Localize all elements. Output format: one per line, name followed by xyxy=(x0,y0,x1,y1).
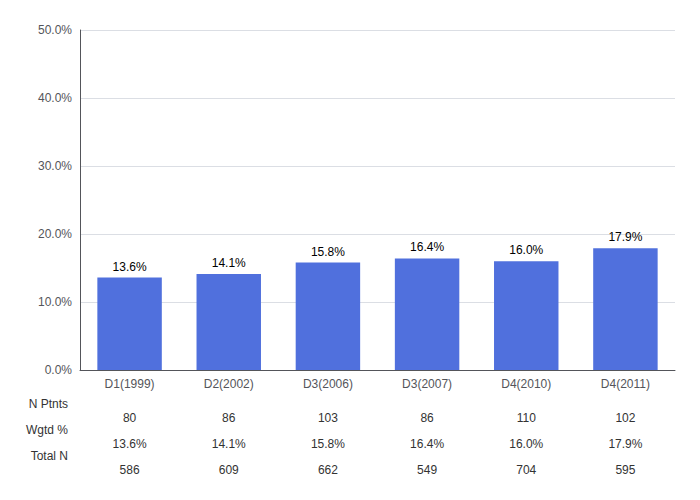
svg-text:110: 110 xyxy=(517,411,536,425)
svg-text:13.6%: 13.6% xyxy=(113,260,147,274)
svg-text:86: 86 xyxy=(420,411,434,425)
svg-text:549: 549 xyxy=(417,463,437,477)
svg-text:16.0%: 16.0% xyxy=(509,437,543,451)
svg-text:80: 80 xyxy=(123,411,137,425)
svg-text:595: 595 xyxy=(615,463,635,477)
svg-text:586: 586 xyxy=(120,463,140,477)
svg-text:16.4%: 16.4% xyxy=(410,240,444,254)
svg-text:14.1%: 14.1% xyxy=(212,256,246,270)
svg-text:15.8%: 15.8% xyxy=(311,245,345,259)
svg-text:D4(2010): D4(2010) xyxy=(501,377,551,391)
svg-text:D1(1999): D1(1999) xyxy=(105,377,155,391)
svg-text:662: 662 xyxy=(318,463,338,477)
svg-text:15.8%: 15.8% xyxy=(311,437,345,451)
svg-text:13.6%: 13.6% xyxy=(113,437,147,451)
svg-text:Wgtd %: Wgtd % xyxy=(26,423,68,437)
svg-text:16.4%: 16.4% xyxy=(410,437,444,451)
svg-text:103: 103 xyxy=(318,411,338,425)
svg-text:50.0%: 50.0% xyxy=(38,23,72,37)
svg-text:Total N: Total N xyxy=(31,449,68,463)
svg-text:102: 102 xyxy=(615,411,635,425)
svg-text:40.0%: 40.0% xyxy=(38,91,72,105)
svg-text:86: 86 xyxy=(222,411,236,425)
svg-text:D2(2002): D2(2002) xyxy=(204,377,254,391)
svg-text:17.9%: 17.9% xyxy=(608,437,642,451)
svg-text:704: 704 xyxy=(516,463,536,477)
svg-text:17.9%: 17.9% xyxy=(608,230,642,244)
svg-text:D3(2006): D3(2006) xyxy=(303,377,353,391)
svg-text:30.0%: 30.0% xyxy=(38,159,72,173)
svg-text:20.0%: 20.0% xyxy=(38,227,72,241)
svg-text:16.0%: 16.0% xyxy=(509,243,543,257)
svg-text:N Ptnts: N Ptnts xyxy=(29,397,68,411)
svg-text:0.0%: 0.0% xyxy=(45,363,73,377)
svg-text:D4(2011): D4(2011) xyxy=(601,377,650,391)
svg-text:10.0%: 10.0% xyxy=(38,295,72,309)
svg-text:D3(2007): D3(2007) xyxy=(402,377,452,391)
svg-text:609: 609 xyxy=(219,463,239,477)
svg-text:14.1%: 14.1% xyxy=(212,437,246,451)
